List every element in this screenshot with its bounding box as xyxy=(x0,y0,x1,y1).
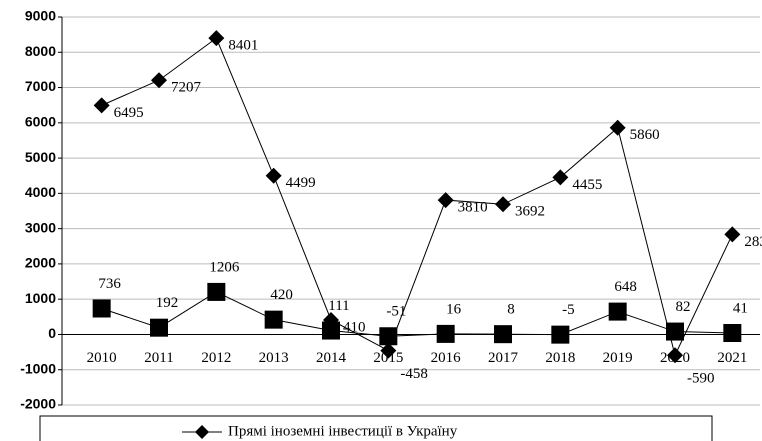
diamond-marker xyxy=(552,169,569,186)
y-tick-label: 1000 xyxy=(25,290,56,306)
diamond-marker xyxy=(93,97,110,114)
x-tick-label: 2012 xyxy=(201,350,231,366)
data-label: 2836 xyxy=(744,234,762,250)
y-tick-label: 6000 xyxy=(25,114,56,130)
data-label: 1206 xyxy=(209,259,240,275)
x-tick-label: 2014 xyxy=(316,350,347,366)
y-tick-label: 4000 xyxy=(25,184,56,200)
series-line xyxy=(101,291,733,337)
data-label: 4455 xyxy=(572,177,602,193)
y-tick-label: 8000 xyxy=(25,43,56,59)
data-label: 41 xyxy=(733,300,748,316)
data-label: -51 xyxy=(386,304,406,320)
x-tick-label: 2016 xyxy=(431,350,462,366)
data-label: 192 xyxy=(156,295,179,311)
diamond-marker xyxy=(724,226,741,243)
diamond-marker xyxy=(609,119,626,136)
y-tick-label: 2000 xyxy=(25,255,56,271)
data-label: 648 xyxy=(614,279,637,295)
data-label: 111 xyxy=(328,298,349,314)
square-marker xyxy=(723,324,742,343)
square-marker xyxy=(379,327,398,346)
data-label: 4499 xyxy=(286,175,316,191)
x-tick-label: 2017 xyxy=(488,350,519,366)
data-label: 410 xyxy=(343,319,366,335)
data-label: -590 xyxy=(687,371,715,387)
square-marker xyxy=(92,299,111,318)
y-tick-label: -2000 xyxy=(20,396,56,412)
legend-box xyxy=(39,415,713,441)
y-tick-label: 5000 xyxy=(25,149,56,165)
square-marker xyxy=(608,302,627,321)
data-label: 8401 xyxy=(228,38,258,54)
y-tick-label: 3000 xyxy=(25,219,56,235)
x-tick-label: 2021 xyxy=(717,350,747,366)
x-tick-label: 2010 xyxy=(87,350,117,366)
x-tick-label: 2013 xyxy=(259,350,289,366)
square-marker xyxy=(494,325,512,344)
series-line xyxy=(101,37,733,357)
diamond-marker xyxy=(265,167,282,184)
data-label: -5 xyxy=(562,302,575,318)
y-tick-label: 7000 xyxy=(25,78,56,94)
square-marker xyxy=(207,282,226,301)
square-marker xyxy=(322,321,340,340)
data-label: 5860 xyxy=(630,127,660,143)
square-marker xyxy=(436,324,455,343)
diamond-marker xyxy=(380,342,397,359)
data-label: 3692 xyxy=(515,204,545,220)
x-tick-label: 2019 xyxy=(603,350,633,366)
data-label: 16 xyxy=(446,301,462,317)
x-tick-label: 2018 xyxy=(545,350,575,366)
diamond-marker xyxy=(208,30,225,47)
y-tick-label: 9000 xyxy=(25,8,56,24)
diamond-marker xyxy=(667,347,683,364)
diamond-marker xyxy=(151,72,167,89)
data-label: -458 xyxy=(400,366,428,382)
data-label: 736 xyxy=(98,276,121,292)
data-label: 3810 xyxy=(458,200,488,216)
diamond-marker xyxy=(437,192,454,209)
data-label: 420 xyxy=(270,287,293,303)
legend-label: Прямі іноземні інвестиції в Україну xyxy=(228,423,458,439)
diamond-marker xyxy=(495,196,511,213)
square-marker xyxy=(264,310,283,329)
square-marker xyxy=(150,318,168,337)
data-label: 8 xyxy=(507,302,515,318)
data-label: 7207 xyxy=(171,80,202,96)
x-tick-label: 2011 xyxy=(144,350,173,366)
data-label: 6495 xyxy=(114,105,144,121)
y-tick-label: 0 xyxy=(48,325,56,341)
data-label: 82 xyxy=(676,299,691,315)
square-marker xyxy=(666,322,684,341)
y-tick-label: -1000 xyxy=(20,360,56,376)
legend-marker xyxy=(195,425,209,439)
square-marker xyxy=(551,325,570,344)
